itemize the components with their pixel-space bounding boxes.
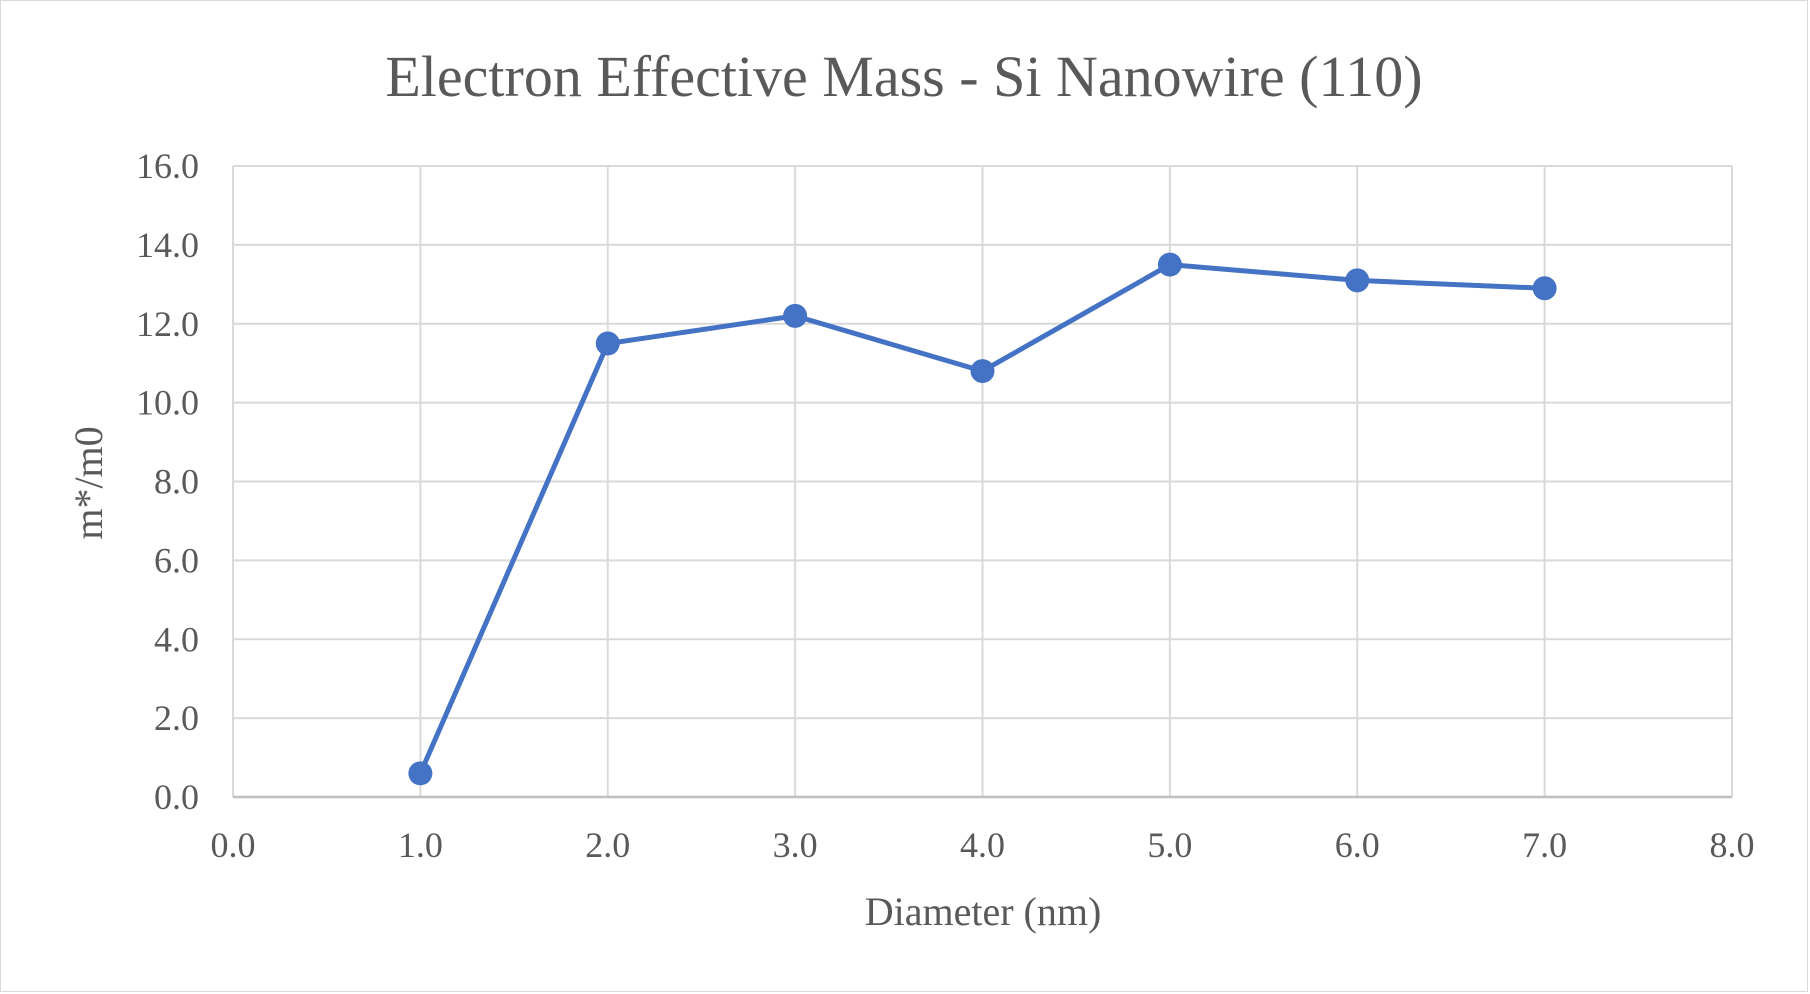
x-tick-label: 6.0 (1335, 825, 1380, 865)
series-group (408, 252, 1557, 786)
data-point (783, 303, 808, 328)
x-tick-label: 3.0 (773, 825, 818, 865)
y-tick-label: 12.0 (136, 304, 199, 344)
x-tick-label: 4.0 (960, 825, 1005, 865)
chart-title: Electron Effective Mass - Si Nanowire (1… (385, 44, 1422, 109)
y-tick-label: 4.0 (154, 619, 199, 659)
x-tick-label: 0.0 (211, 825, 256, 865)
y-axis-tick-labels: 0.0 2.0 4.0 6.0 8.0 10.0 12.0 14.0 16.0 (136, 146, 199, 817)
y-tick-label: 2.0 (154, 698, 199, 738)
data-point (1532, 276, 1557, 301)
gridlines (232, 165, 1733, 797)
x-tick-label: 1.0 (398, 825, 443, 865)
x-tick-label: 2.0 (585, 825, 630, 865)
data-point (1157, 252, 1182, 277)
y-axis-title: m*/m0 (66, 426, 111, 539)
data-point (970, 359, 995, 384)
x-tick-label: 8.0 (1710, 825, 1755, 865)
x-axis-tick-labels: 0.0 1.0 2.0 3.0 4.0 5.0 6.0 7.0 8.0 (211, 825, 1755, 865)
data-point (595, 331, 620, 356)
data-point (1345, 268, 1370, 293)
y-tick-label: 10.0 (136, 383, 199, 423)
x-tick-label: 5.0 (1147, 825, 1192, 865)
y-tick-label: 6.0 (154, 540, 199, 580)
y-tick-label: 16.0 (136, 146, 199, 186)
y-tick-label: 8.0 (154, 462, 199, 502)
data-point (408, 761, 433, 786)
y-tick-label: 0.0 (154, 777, 199, 817)
x-tick-label: 7.0 (1522, 825, 1567, 865)
y-tick-label: 14.0 (136, 225, 199, 265)
x-axis-title: Diameter (nm) (865, 889, 1102, 934)
